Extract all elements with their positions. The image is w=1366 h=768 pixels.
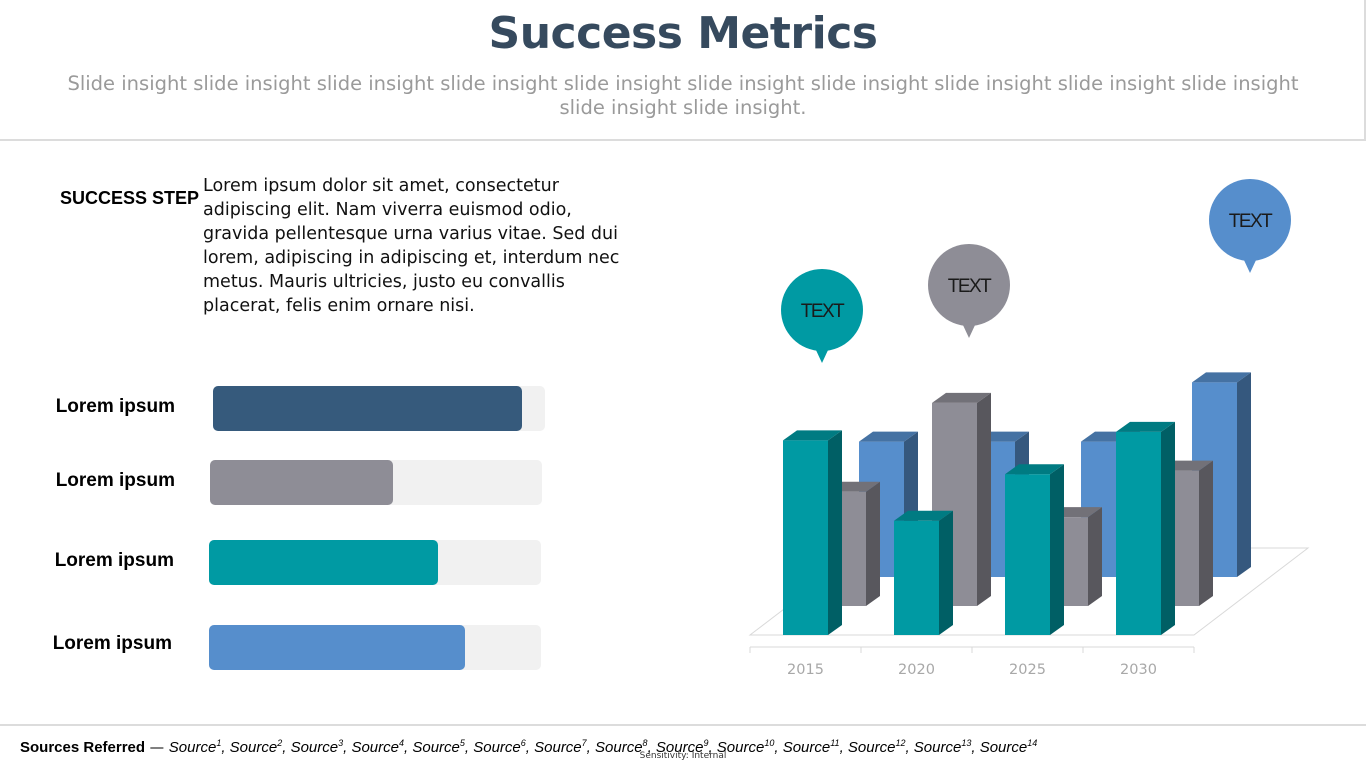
x-tick-label: 2030 [1120,662,1157,678]
bar-side-face [1199,460,1213,606]
chart-bar [1005,464,1064,635]
progress-bar-track [210,460,542,505]
source-item: Source11 [782,738,840,756]
success-step-body: Lorem ipsum dolor sit amet, consectetur … [203,176,620,316]
bar-front-face [1116,431,1161,635]
sources-footer: Sources Referred — Source1, Source2, Sou… [20,738,1037,756]
bar-front-face [783,440,828,635]
source-item: Source9 [655,738,709,756]
x-tick-label: 2015 [787,662,824,678]
callout-pointer [1243,258,1257,273]
callout-pointer [962,323,976,338]
x-tick-label: 2020 [898,662,935,678]
source-item: Source3 [290,738,344,756]
sensitivity-label: Sensitivity: Internal [639,751,727,761]
bar-top-face [1005,464,1064,475]
callout-bubble: TEXT [781,269,863,363]
source-item: Source7 [534,738,587,756]
bar-top-face [932,392,991,403]
progress-bar-label: Lorem ipsum [54,550,174,571]
header-divider [0,139,1366,141]
progress-bar-track [209,625,541,670]
source-item: Source5 [412,738,465,756]
chart-bar [894,510,953,635]
progress-bar-fill [213,386,522,431]
callout-text: TEXT [1229,211,1273,232]
bar-top-face [859,431,918,442]
success-step-label: SUCCESS STEP [60,188,200,208]
source-item: Source10 [716,738,775,756]
sources-lead: Sources Referred [20,739,146,756]
chart-bar [783,430,842,635]
bar-side-face [866,481,880,606]
progress-bar-fill [209,540,439,585]
source-item: Source1 [168,738,222,756]
source-item: Source13 [913,738,972,756]
chart-bar [1116,421,1175,635]
bar-side-face [1237,372,1251,577]
callout-circle [928,244,1010,326]
source-item: Source12 [847,738,906,756]
x-tick-label: 2025 [1009,662,1046,678]
bar-top-face [1116,421,1175,432]
source-item: Source4 [351,738,404,756]
callout-text: TEXT [801,301,845,322]
bar-top-face [783,430,842,441]
progress-bar-label: Lorem ipsum [55,396,175,417]
source-item: Source6 [473,738,526,756]
sources-dash: — [145,740,169,756]
page-title: Success Metrics [488,8,878,59]
bar-side-face [828,430,842,635]
progress-bar-track [213,386,545,431]
progress-bar-label: Lorem ipsum [52,633,172,654]
bar-side-face [977,392,991,606]
callout-bubble: TEXT [1209,179,1291,273]
progress-bar-fill [209,625,465,670]
callout-bubble: TEXT [928,244,1010,338]
progress-bar-fill [210,460,393,505]
footer-divider [0,724,1366,726]
bar-side-face [1050,464,1064,635]
progress-bar-label: Lorem ipsum [55,470,175,491]
callout-text: TEXT [948,276,992,297]
bar-side-face [1161,421,1175,635]
callout-circle [781,269,863,351]
source-item: Source8 [595,738,648,756]
progress-bar-track [209,540,541,585]
bar-side-face [1088,507,1102,606]
source-item: Source14 [979,738,1038,756]
sources-list: Source1, Source2, Source3, Source4, Sour… [168,738,1038,756]
bar-front-face [1005,474,1050,635]
header-right-divider [1364,0,1366,140]
callout-circle [1209,179,1291,261]
metrics-3d-bar-chart: 2015 2020 2025 2030 TEXT TEXT TEXT [748,179,1310,678]
page-subtitle: Slide insight slide insight slide insigh… [67,72,1299,119]
bar-front-face [894,520,939,635]
bar-side-face [939,510,953,635]
bar-top-face [1192,372,1251,383]
callout-pointer [815,348,829,363]
source-item: Source2 [229,738,283,756]
bar-top-face [894,510,953,521]
